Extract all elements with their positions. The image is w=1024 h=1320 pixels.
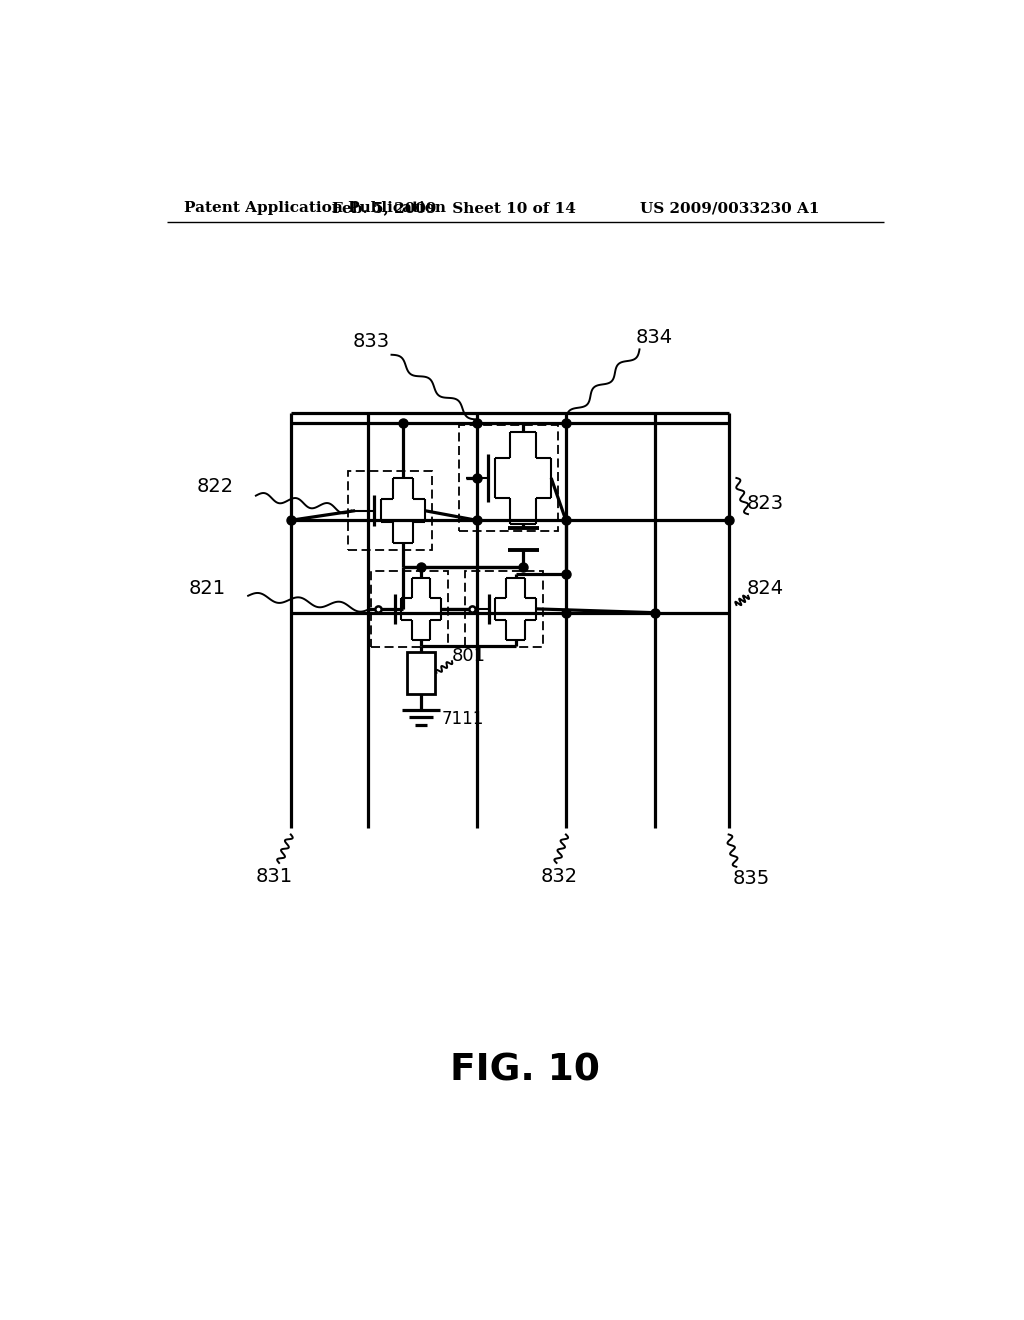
Bar — [371, 572, 449, 647]
Text: 7111: 7111 — [442, 710, 484, 727]
Text: 832: 832 — [541, 866, 579, 886]
Text: 835: 835 — [732, 869, 770, 888]
Text: US 2009/0033230 A1: US 2009/0033230 A1 — [640, 202, 819, 215]
Text: 822: 822 — [197, 477, 233, 496]
Bar — [459, 425, 558, 531]
Text: FIG. 10: FIG. 10 — [450, 1053, 600, 1089]
Text: 801: 801 — [452, 647, 486, 665]
Text: 834: 834 — [636, 329, 673, 347]
Text: Feb. 5, 2009   Sheet 10 of 14: Feb. 5, 2009 Sheet 10 of 14 — [332, 202, 575, 215]
Bar — [348, 471, 432, 550]
Bar — [407, 652, 435, 694]
Text: 831: 831 — [256, 866, 293, 886]
Text: 824: 824 — [746, 578, 783, 598]
Text: 823: 823 — [746, 494, 783, 513]
Text: Patent Application Publication: Patent Application Publication — [183, 202, 445, 215]
Bar — [465, 572, 543, 647]
Text: 821: 821 — [188, 578, 225, 598]
Text: 833: 833 — [352, 333, 390, 351]
